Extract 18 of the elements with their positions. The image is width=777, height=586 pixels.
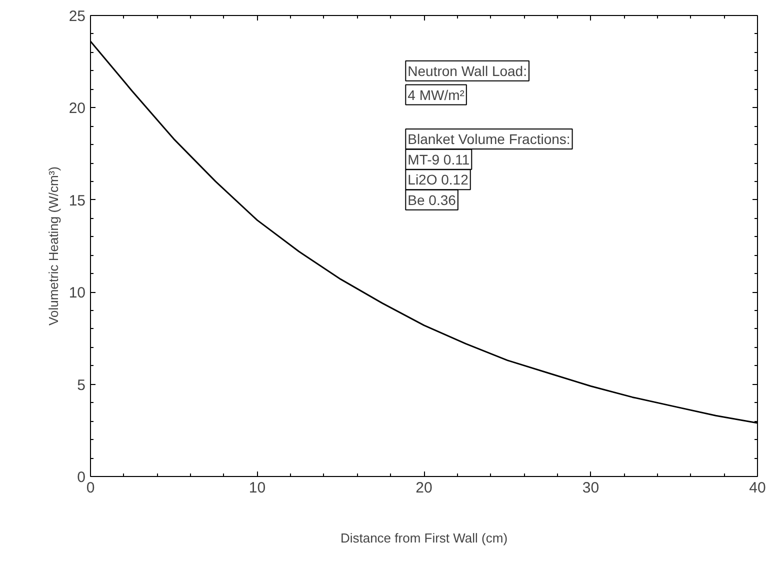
annotation: Be 0.36: [408, 192, 456, 208]
y-tick-label: 0: [77, 469, 86, 486]
annotation: MT-9 0.11: [408, 151, 470, 168]
x-tick-label: 40: [749, 480, 766, 496]
y-tick-label: 10: [68, 284, 86, 302]
x-axis-title: Distance from First Wall (cm): [340, 530, 508, 546]
annotation: Blanket Volume Fractions:: [408, 131, 570, 148]
x-tick-label: 10: [248, 480, 266, 496]
y-axis-title: Volumetric Heating (W/cm³): [46, 166, 61, 326]
x-tick-label: 20: [416, 480, 432, 496]
annotation: Neutron Wall Load:: [408, 62, 527, 79]
annotation: Li2O 0.12: [408, 172, 469, 188]
y-tick-label: 5: [77, 376, 86, 394]
x-tick-label: 30: [582, 480, 600, 496]
annotation: 4 MW/m²: [408, 86, 465, 103]
y-tick-label: 25: [68, 8, 86, 25]
y-tick-label: 15: [68, 192, 86, 210]
y-tick-label: 20: [68, 100, 86, 118]
